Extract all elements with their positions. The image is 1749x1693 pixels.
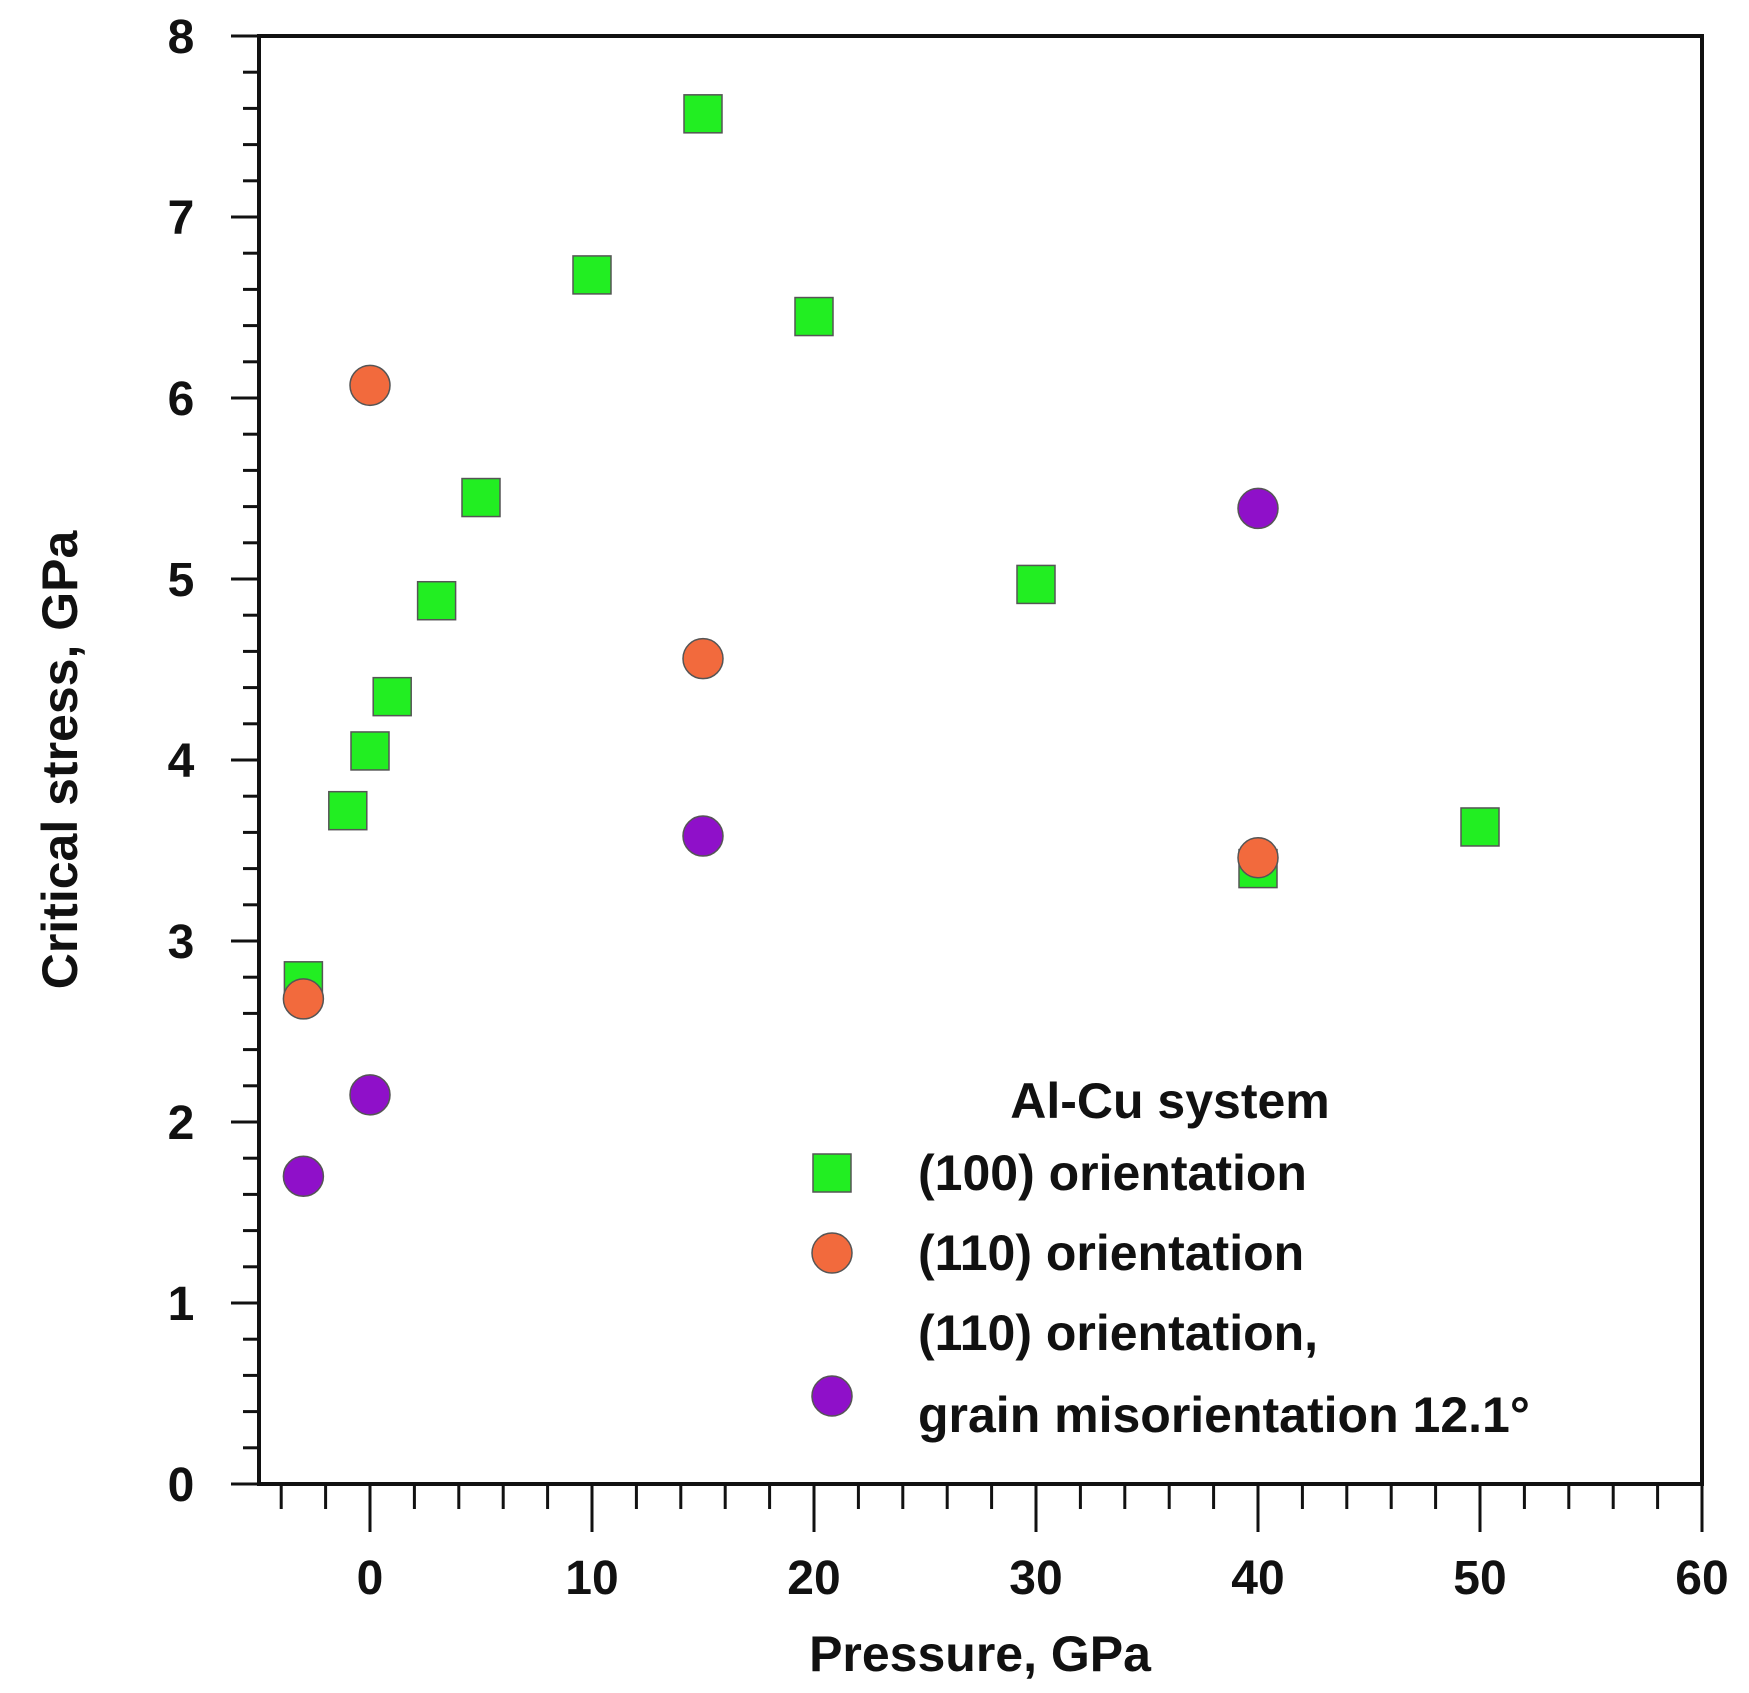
legend-label-1-line-0: (110) orientation [918, 1225, 1304, 1281]
x-tick-label: 30 [1009, 1552, 1062, 1605]
y-axis-ticks [231, 34, 259, 1486]
x-tick-label: 40 [1231, 1552, 1284, 1605]
series-0-point-5 [461, 477, 501, 518]
series-0-point-4 [416, 580, 457, 621]
legend-label-0-line-0: (100) orientation [918, 1145, 1307, 1201]
legend-symbol-0 [812, 1153, 852, 1193]
series-0-point-8 [794, 296, 834, 337]
x-tick-label: 60 [1675, 1552, 1728, 1605]
legend-label-2-line-0: (110) orientation, [918, 1305, 1318, 1361]
data-markers [282, 94, 1500, 1198]
y-tick-label: 2 [168, 1097, 195, 1150]
y-tick-label: 8 [168, 11, 195, 64]
x-tick-label: 0 [357, 1552, 384, 1605]
x-tick-label: 50 [1453, 1552, 1506, 1605]
series-1-point-2 [682, 637, 724, 680]
y-tick-label: 3 [168, 916, 195, 969]
series-0-point-7 [683, 94, 723, 134]
series-2-point-0 [282, 1155, 325, 1198]
legend-title: Al-Cu system [1010, 1073, 1330, 1129]
legend-symbol-2 [811, 1375, 853, 1417]
series-1-point-0 [282, 978, 325, 1020]
x-axis-label: Pressure, GPa [809, 1626, 1152, 1682]
x-axis-tick-labels: 0 10 20 30 40 50 60 [357, 1552, 1729, 1605]
series-0-point-11 [1460, 807, 1500, 847]
y-axis-tick-labels: 0 1 2 3 4 5 6 7 8 [168, 11, 195, 1512]
y-tick-label: 4 [168, 735, 195, 788]
series-0-point-6 [572, 255, 612, 295]
series-0-point-2 [350, 731, 390, 771]
y-tick-label: 0 [168, 1459, 195, 1512]
y-axis-label: Critical stress, GPa [32, 530, 88, 990]
y-tick-label: 1 [168, 1278, 195, 1331]
x-tick-label: 20 [787, 1552, 840, 1605]
legend-symbol-1 [811, 1232, 853, 1274]
series-2-point-3 [1237, 487, 1279, 530]
y-tick-label: 7 [168, 192, 195, 245]
x-axis-ticks [279, 1484, 1704, 1532]
series-0-point-3 [372, 676, 412, 717]
y-tick-label: 6 [168, 373, 195, 426]
series-0-point-1 [328, 790, 368, 831]
series-2-point-1 [349, 1074, 391, 1116]
y-tick-label: 5 [168, 554, 195, 607]
x-tick-label: 10 [565, 1552, 618, 1605]
legend: Al-Cu system (100) orientation (110) orien… [811, 1073, 1530, 1443]
series-1-point-3 [1237, 836, 1279, 879]
series-2-point-2 [682, 815, 724, 857]
legend-label-2-line-1: grain misorientation 12.1° [918, 1387, 1530, 1443]
series-0-point-9 [1016, 564, 1056, 605]
series-1-point-1 [349, 364, 391, 407]
